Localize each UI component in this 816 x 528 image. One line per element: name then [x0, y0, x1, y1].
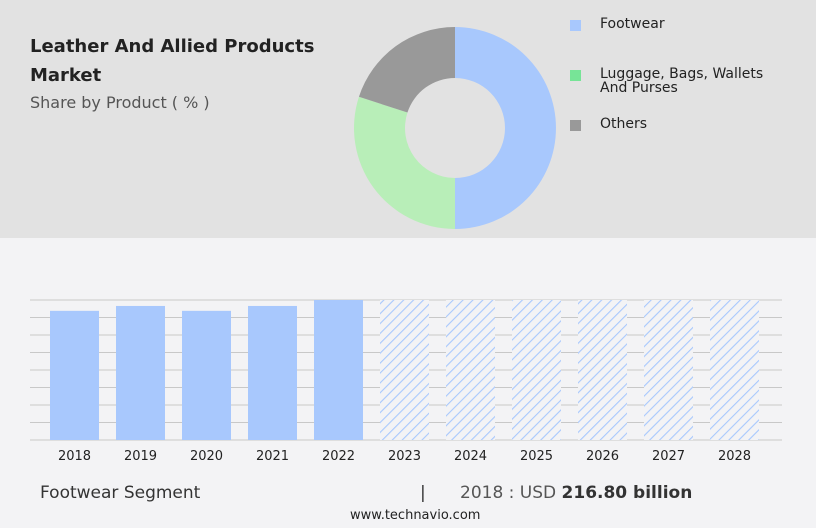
donut-slice: [358, 27, 455, 113]
x-tick-label: 2022: [322, 449, 355, 464]
legend-label: Others: [600, 116, 648, 132]
chart-subtitle: Share by Product ( % ): [30, 93, 210, 112]
value: 216.80 billion: [561, 483, 693, 503]
x-tick-label: 2019: [124, 449, 157, 464]
legend-swatch: [570, 120, 581, 131]
bar-2027: [644, 300, 693, 440]
bar-2026: [578, 300, 627, 440]
chart-title: Leather And Allied Products Market: [30, 36, 315, 86]
bar-2022: [314, 300, 363, 440]
legend-label: Footwear: [600, 16, 665, 32]
bar-2020: [182, 310, 231, 440]
x-tick-label: 2020: [190, 449, 223, 464]
segment-label: Footwear Segment: [40, 483, 201, 503]
value-prefix: 2018 : USD: [460, 483, 557, 503]
donut-slice: [353, 96, 455, 230]
legend-label: Luggage, Bags, Wallets And Purses: [600, 66, 764, 96]
bar-chart: 2018 2019 2020 2021 2022 2023 2024 2025 2026 2027…: [30, 299, 782, 464]
donut-chart: [353, 27, 556, 230]
bar-2018: [50, 310, 99, 440]
x-tick-label: 2018: [58, 449, 91, 464]
x-tick-label: 2021: [256, 449, 289, 464]
x-tick-label: 2028: [718, 449, 751, 464]
legend-swatch: [570, 70, 581, 81]
x-tick-label: 2024: [454, 449, 487, 464]
bar-2028: [710, 300, 759, 440]
legend-swatch: [570, 20, 581, 31]
donut-slice: [455, 27, 556, 229]
x-tick-label: 2026: [586, 449, 619, 464]
bar-2024: [446, 300, 495, 440]
x-tick-label: 2025: [520, 449, 553, 464]
bar-2023: [380, 300, 429, 440]
bar-2019: [116, 305, 165, 440]
separator: |: [420, 483, 426, 503]
x-tick-label: 2027: [652, 449, 685, 464]
source-link: www.technavio.com: [350, 508, 481, 523]
bar-2025: [512, 300, 561, 440]
bar-2021: [248, 305, 297, 440]
x-tick-label: 2023: [388, 449, 421, 464]
